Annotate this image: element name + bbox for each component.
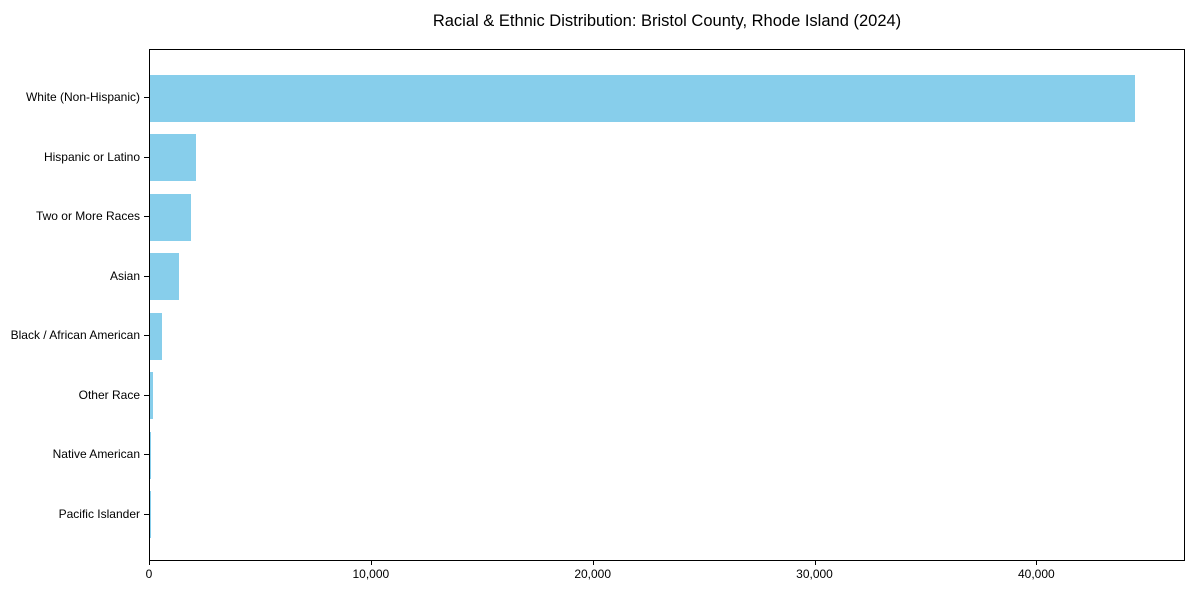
x-tick-mark [814,561,816,565]
x-tick-mark [592,561,594,565]
x-tick-label: 10,000 [352,567,390,581]
y-tick-label-native-american: Native American [52,447,140,461]
plot-area [149,49,1185,561]
y-tick-mark [144,513,149,515]
bar-asian [150,253,179,300]
y-tick-label-other-race: Other Race [78,387,140,402]
y-tick-mark [144,335,149,336]
y-tick-label-two-or-more-races: Two or More Races [35,209,140,223]
x-tick-label: 0 [145,567,153,581]
y-tick-label-pacific-islander: Pacific Islander [58,506,140,521]
bar-native-american [150,431,151,479]
x-tick-label: 30,000 [796,567,833,581]
y-tick-label-black-african-american: Black / African American [10,328,140,342]
x-tick-mark [149,561,150,565]
x-tick-mark [370,561,372,565]
x-tick-label: 40,000 [1018,567,1055,581]
y-tick-label-white-non-hispanic: White (Non-Hispanic) [25,90,140,104]
bar-white-non-hispanic [150,74,1136,122]
y-tick-mark [144,156,149,158]
y-tick-label-hispanic-or-latino: Hispanic or Latino [43,149,140,164]
bar-black-african-american [150,312,163,360]
bar-hispanic-or-latino [150,134,197,181]
x-tick-label: 20,000 [574,567,612,581]
y-tick-mark [144,454,149,455]
y-tick-label-asian: Asian [109,268,140,283]
y-tick-mark [144,394,149,396]
y-tick-mark [144,97,149,98]
y-tick-mark [144,275,149,277]
bar-other-race [150,372,154,419]
y-tick-mark [144,216,149,217]
x-tick-mark [1036,561,1038,565]
chart-title: Racial & Ethnic Distribution: Bristol Co… [432,12,902,30]
bar-two-or-more-races [150,193,191,241]
